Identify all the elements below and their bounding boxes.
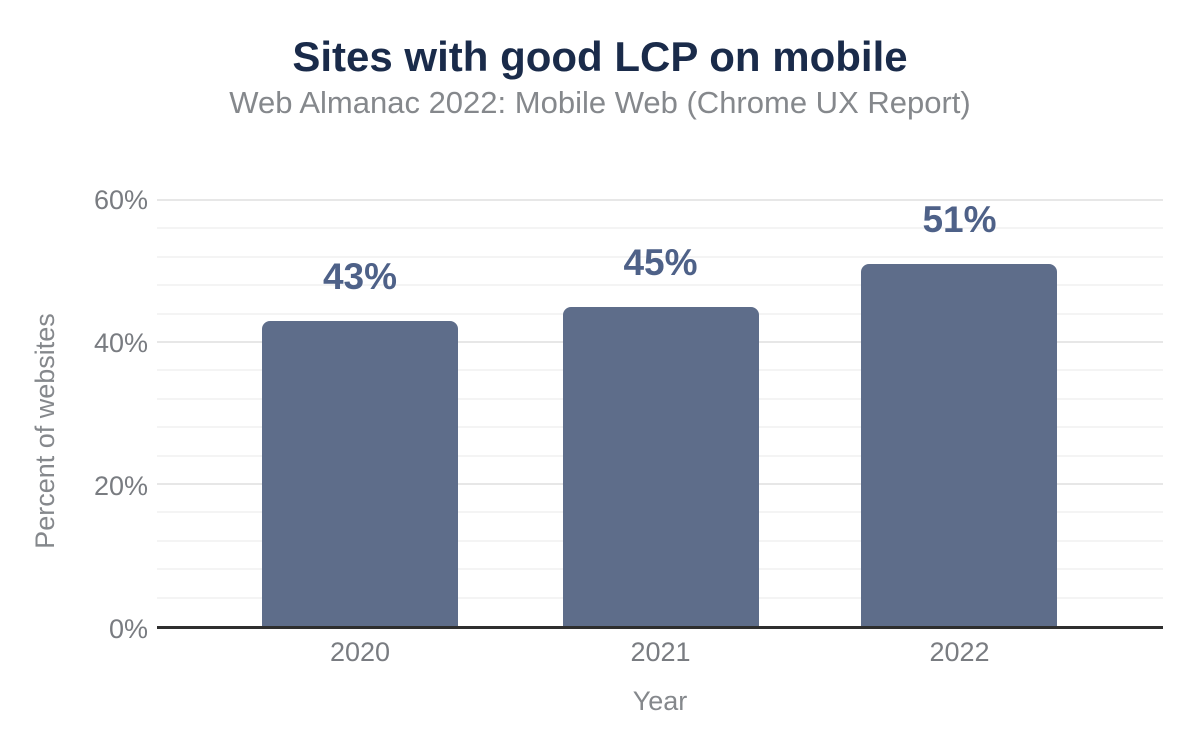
bar-value-label: 51% [922,198,997,240]
bar-group-2020: 43% [262,258,458,626]
x-tick-label-2021: 2021 [630,637,691,667]
minor-gridline [157,284,1163,287]
minor-gridline [157,227,1163,230]
bar-2020 [262,320,458,626]
bar-group-2021: 45% [562,244,759,626]
x-axis-title: Year [632,686,688,716]
y-tick-label: 40% [93,328,148,358]
bar-2022 [861,263,1058,626]
x-tick-label-2022: 2022 [929,637,990,667]
y-tick-label: 0% [108,614,148,644]
y-tick-label: 20% [93,471,148,501]
plot-area: 43% 45% 51% [157,199,1163,629]
bar-group-2022: 51% [861,201,1058,626]
chart-title: Sites with good LCP on mobile [292,33,908,80]
x-tick-label-2020: 2020 [329,637,391,667]
y-tick-label: 60% [93,185,148,215]
bar-value-label: 45% [623,241,698,283]
bar-value-label: 43% [322,255,398,297]
minor-gridline [157,255,1163,258]
bar-2021 [562,306,759,626]
chart-subtitle: Web Almanac 2022: Mobile Web (Chrome UX … [229,85,971,120]
major-gridline [157,199,1163,201]
